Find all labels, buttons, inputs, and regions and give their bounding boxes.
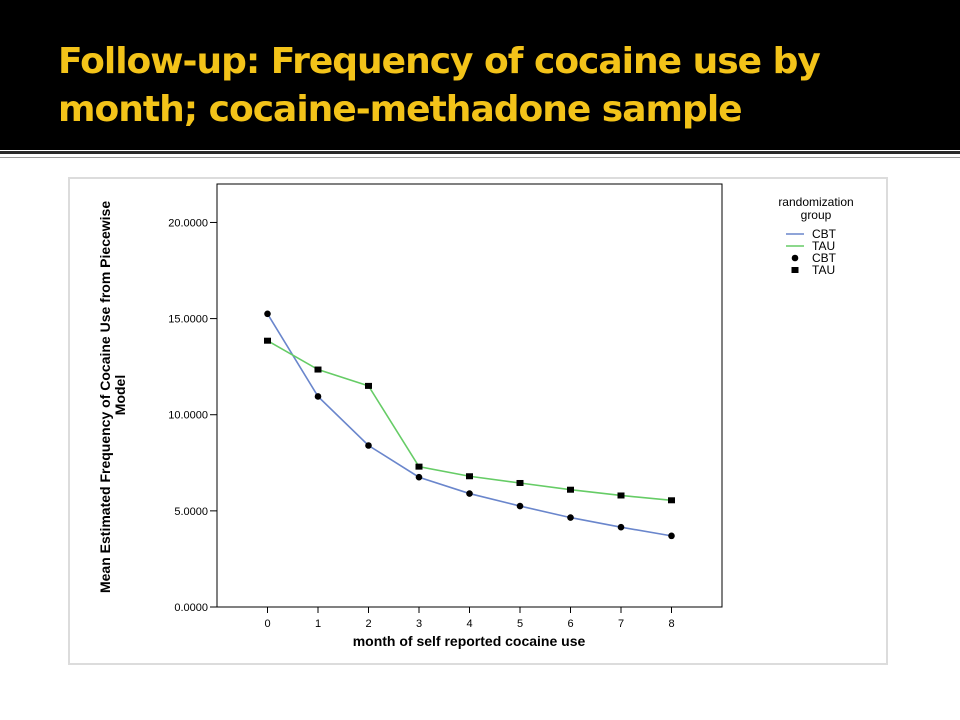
x-axis: 0 1 2 3 4 5 6 7 8 (264, 607, 675, 630)
data-point-tau (617, 492, 625, 499)
slide-title-line-2: month; cocaine-methadone sample (58, 89, 743, 130)
x-tick-label: 7 (618, 618, 624, 630)
slide-title-line-1: Follow-up: Frequency of cocaine use by (58, 41, 821, 82)
x-tick-label: 1 (315, 618, 321, 630)
data-point-tau (365, 382, 372, 389)
x-tick-label: 8 (668, 618, 674, 630)
data-point-tau (264, 337, 271, 344)
data-point-cbt (415, 473, 423, 481)
x-tick-label: 4 (466, 618, 472, 630)
legend-swatch-marker-cbt (791, 254, 799, 262)
x-tick-label: 5 (517, 618, 523, 630)
series-layer (264, 310, 675, 540)
line-chart: 0.0000 5.0000 10.0000 15.0000 20.0000 0 1 2 3 4 5… (97, 183, 854, 649)
x-tick-label: 0 (264, 618, 270, 630)
data-point-cbt (466, 490, 473, 497)
plot-area (216, 183, 723, 608)
x-tick-label: 2 (365, 618, 371, 630)
data-point-cbt (516, 502, 524, 510)
title-bar (0, 0, 960, 150)
legend-label: CBT (812, 227, 837, 241)
y-tick-label: 0.0000 (174, 602, 208, 614)
y-axis-title-line-2: Model (112, 375, 128, 415)
data-point-tau (466, 473, 473, 480)
legend-swatch-marker-tau (791, 267, 799, 273)
legend-title-line-1: randomization (778, 195, 853, 209)
legend-label: CBT (812, 251, 837, 265)
data-point-cbt (264, 310, 271, 318)
x-tick-label: 3 (416, 618, 422, 630)
title-divider (0, 151, 960, 154)
data-point-tau (567, 486, 574, 493)
y-tick-label: 5.0000 (174, 506, 208, 518)
y-axis: 0.0000 5.0000 10.0000 15.0000 20.0000 (168, 217, 217, 614)
legend-label: TAU (812, 263, 835, 277)
x-tick-label: 6 (567, 618, 573, 630)
y-tick-label: 15.0000 (168, 314, 208, 326)
data-point-cbt (567, 514, 574, 521)
chart-frame: 0.0000 5.0000 10.0000 15.0000 20.0000 0 1 2 3 4 5… (68, 177, 888, 665)
data-point-cbt (617, 523, 625, 531)
slide-title: Follow-up: Frequency of cocaine use by m… (58, 38, 938, 134)
data-point-cbt (314, 393, 322, 400)
data-point-tau (516, 479, 524, 486)
data-point-tau (415, 463, 423, 470)
legend-label: TAU (812, 239, 835, 253)
data-point-cbt (668, 532, 675, 540)
data-point-tau (668, 497, 675, 504)
data-point-cbt (365, 442, 372, 449)
legend-title-line-2: group (801, 208, 832, 222)
data-point-tau (314, 366, 322, 373)
title-divider-thin (0, 157, 960, 158)
y-axis-title-line-1: Mean Estimated Frequency of Cocaine Use … (97, 201, 113, 593)
x-axis-title: month of self reported cocaine use (353, 633, 586, 649)
y-axis-title: Mean Estimated Frequency of Cocaine Use … (97, 197, 128, 593)
y-tick-label: 20.0000 (168, 217, 208, 229)
y-tick-label: 10.0000 (168, 410, 208, 422)
